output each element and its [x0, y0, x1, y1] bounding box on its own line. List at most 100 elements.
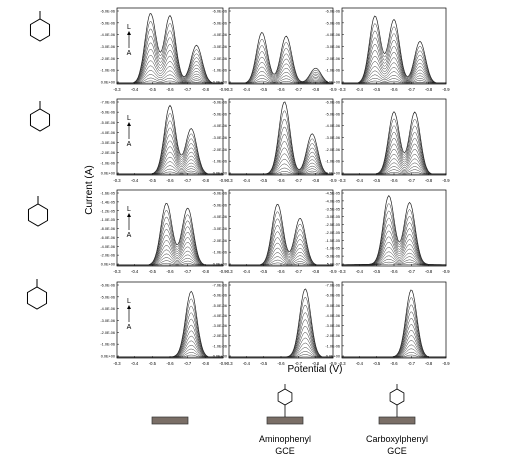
panel-frame — [116, 7, 224, 85]
x-tick-label: -0.5 — [149, 361, 157, 366]
x-tick-label: -0.9 — [442, 178, 450, 183]
electrode-label-line2: GCE — [275, 446, 295, 456]
phenyl-ring — [389, 388, 405, 406]
x-tick-label: -0.6 — [390, 87, 398, 92]
voltammogram-curve — [342, 297, 446, 358]
y-tick-label: -7.0E-06 — [325, 284, 340, 288]
y-tick-label: -2.0E-06 — [100, 151, 115, 155]
voltammogram-curve — [117, 324, 223, 358]
y-tick-label: -5.0E-06 — [212, 304, 227, 308]
panel-9: -4.5E-05 -4.0E-05 -3.5E-05 -3.0E-05 -2.5E-05… — [325, 189, 450, 274]
panel-3: -6.0E-06 -5.0E-06 -4.0E-06 -3.0E-06 -2.0E-06… — [325, 7, 450, 92]
voltammogram-curve — [117, 312, 223, 358]
x-tick-label: -0.9 — [329, 361, 337, 366]
panel-8: -6.0E-06 -5.0E-06 -4.0E-06 -3.0E-06 -2.0E-06… — [212, 189, 337, 274]
y-tick-label: -2.0E-06 — [325, 334, 340, 338]
y-tick-label: -4.0E-06 — [100, 245, 115, 249]
voltammogram-curve — [342, 23, 446, 84]
y-tick-label: -2.0E-06 — [325, 57, 340, 61]
panel-12: -7.0E-06 -6.0E-06 -5.0E-06 -4.0E-06 -3.0E-06… — [325, 281, 450, 366]
y-tick-label: -3.0E-05 — [325, 215, 340, 219]
y-tick-label: 0.0E+00 — [101, 263, 115, 267]
x-tick-label: -0.5 — [260, 361, 268, 366]
voltammogram-curve — [117, 104, 223, 175]
voltammogram-curve — [117, 340, 223, 358]
x-tick-label: -0.8 — [312, 178, 320, 183]
y-tick-label: -2.0E-06 — [212, 239, 227, 243]
x-tick-label: -0.8 — [312, 361, 320, 366]
voltammogram-curve — [342, 111, 446, 175]
voltammogram-curve — [117, 234, 223, 266]
y-tick-label: -4.5E-05 — [325, 192, 340, 196]
x-tick-label: -0.7 — [184, 87, 192, 92]
panel-6: -6.0E-06 -5.0E-06 -4.0E-06 -3.0E-06 -2.0E-06… — [325, 98, 450, 183]
y-tick-label: -7.0E-06 — [212, 284, 227, 288]
benzene-ring — [29, 108, 51, 132]
x-tick-label: -0.8 — [312, 87, 320, 92]
voltammogram-curve — [229, 297, 333, 358]
y-tick-label: -7.0E-06 — [100, 101, 115, 105]
y-tick-label: -2.0E-06 — [100, 331, 115, 335]
panel-frame — [341, 281, 447, 359]
arrow-label-bottom: A — [127, 141, 132, 148]
x-tick-label: -0.5 — [373, 178, 381, 183]
y-tick-label: -5.0E-06 — [100, 21, 115, 25]
y-tick-label: -6.0E-06 — [212, 101, 227, 105]
x-tick-label: -0.4 — [131, 178, 139, 183]
voltammogram-curve — [117, 245, 223, 266]
x-tick-label: -0.6 — [166, 178, 174, 183]
voltammogram-curve — [117, 253, 223, 266]
voltammogram-curve — [229, 203, 333, 266]
x-tick-label: -0.7 — [184, 361, 192, 366]
y-tick-label: -3.0E-06 — [212, 45, 227, 49]
panel-5: -6.0E-06 -5.0E-06 -4.0E-06 -3.0E-06 -2.0E-06… — [212, 98, 337, 183]
x-tick-label: -0.3 — [225, 87, 233, 92]
voltammogram-curve — [117, 134, 223, 175]
y-tick-label: -1.0E-06 — [212, 160, 227, 164]
y-tick-label: 0.0E+00 — [326, 172, 340, 176]
panel-10: -6.0E-06 -5.0E-06 -4.0E-06 -3.0E-06 -2.0E-06… — [100, 281, 227, 366]
panel-frame — [228, 98, 334, 176]
x-tick-label: -0.5 — [373, 269, 381, 274]
x-tick-label: -0.3 — [113, 361, 121, 366]
x-tick-label: -0.6 — [277, 87, 285, 92]
panel-1: -6.0E-06 -5.0E-06 -4.0E-06 -3.0E-06 -2.0E-06… — [100, 7, 227, 92]
x-tick-label: -0.3 — [113, 178, 121, 183]
x-tick-label: -0.4 — [243, 87, 251, 92]
panel-frame — [341, 98, 447, 176]
y-tick-label: -4.0E-06 — [325, 314, 340, 318]
voltammogram-curve — [117, 151, 223, 175]
x-tick-label: -0.9 — [442, 87, 450, 92]
y-tick-label: -5.0E-06 — [212, 203, 227, 207]
x-tick-label: -0.4 — [243, 361, 251, 366]
voltammogram-curve — [117, 290, 223, 358]
x-tick-label: -0.3 — [338, 361, 346, 366]
y-tick-label: -1.0E-06 — [100, 343, 115, 347]
voltammogram-curve — [229, 304, 333, 358]
y-tick-label: 0.0E+00 — [101, 81, 115, 85]
y-tick-label: -3.0E-06 — [325, 136, 340, 140]
electrode-label-line1: Carboxylphenyl — [366, 434, 428, 444]
voltammogram-curve — [229, 101, 333, 175]
x-tick-label: -0.5 — [373, 361, 381, 366]
x-tick-label: -0.6 — [277, 178, 285, 183]
y-tick-label: -4.0E-06 — [100, 307, 115, 311]
x-tick-label: -0.8 — [202, 87, 210, 92]
electrode-bar — [151, 416, 189, 425]
x-tick-label: -0.7 — [184, 178, 192, 183]
x-tick-label: -0.4 — [356, 361, 364, 366]
y-axis-title: Current (A) — [84, 165, 95, 214]
y-tick-label: -4.0E-06 — [325, 33, 340, 37]
y-tick-label: -4.0E-05 — [325, 199, 340, 203]
arrow-label-top: L — [127, 24, 131, 31]
x-tick-label: -0.8 — [312, 269, 320, 274]
x-tick-label: -0.6 — [166, 361, 174, 366]
y-tick-label: -8.0E-06 — [100, 227, 115, 231]
y-tick-label: 0.0E+00 — [101, 355, 115, 359]
y-tick-label: -3.0E-06 — [100, 141, 115, 145]
y-tick-label: -5.0E-06 — [212, 21, 227, 25]
x-tick-label: -0.9 — [219, 361, 227, 366]
arrow-head — [127, 305, 131, 309]
x-tick-label: -0.9 — [329, 87, 337, 92]
voltammogram-curve — [342, 304, 446, 358]
